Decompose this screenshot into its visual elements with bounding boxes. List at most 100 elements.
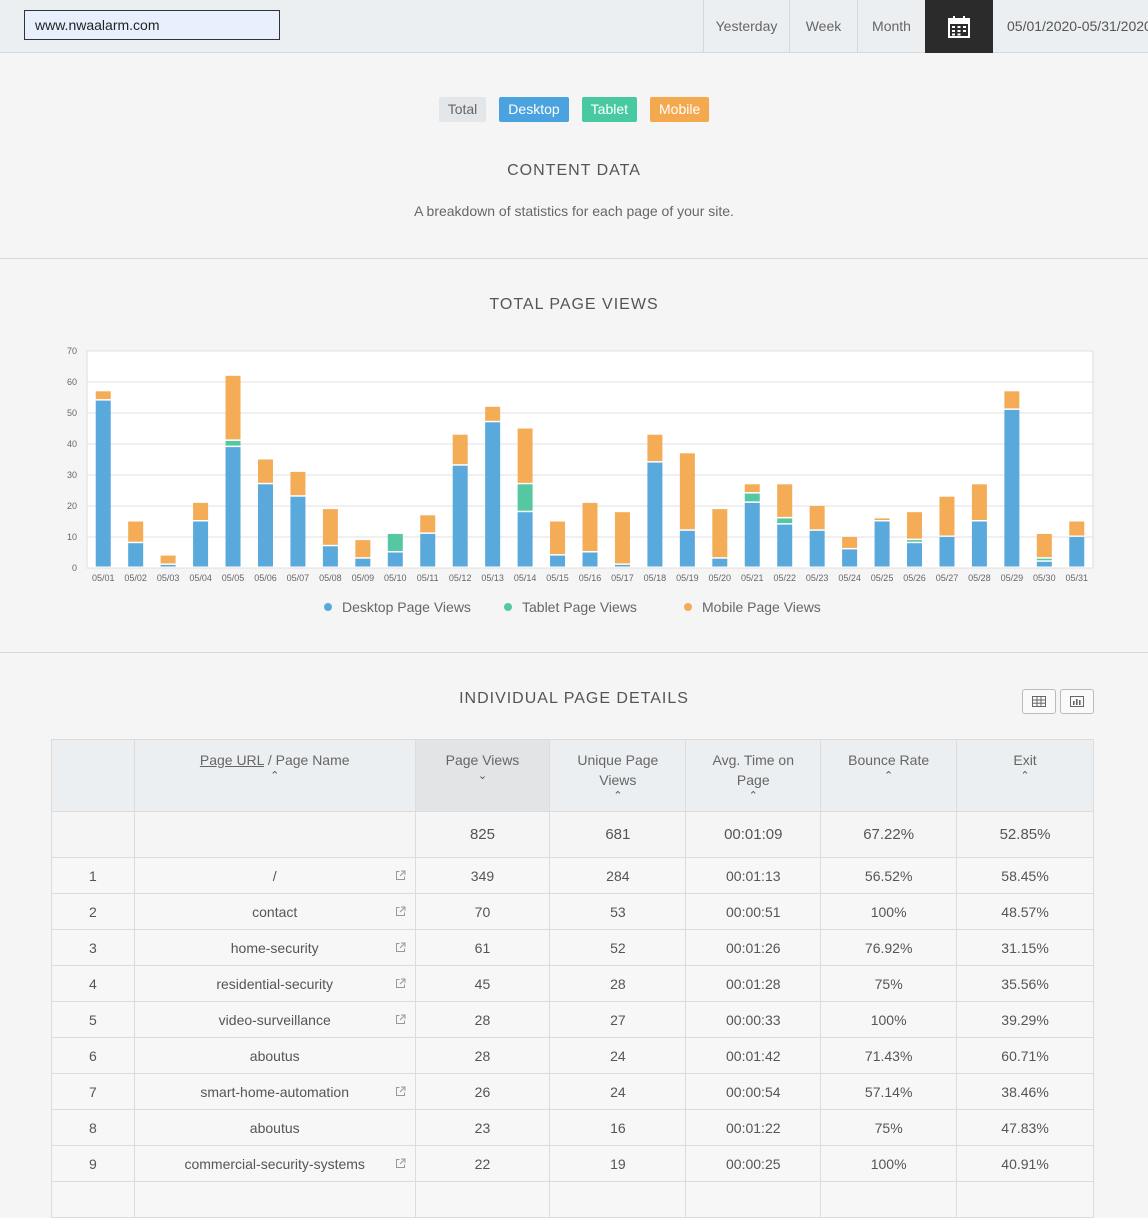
row-unique-views: 27 [549, 1001, 687, 1038]
filter-total-button[interactable]: Total [438, 97, 487, 122]
row-page-url[interactable]: aboutus [133, 1037, 416, 1074]
sort-up-icon[interactable]: ⌃ [884, 770, 894, 782]
chart-view-button[interactable] [1060, 689, 1094, 714]
bar-segment [517, 428, 533, 483]
row-exit: 39.29% [956, 1001, 1094, 1038]
chart-section: TOTAL PAGE VIEWS 0 10 20 30 40 50 60 70 05/01 05/… [0, 259, 1148, 653]
row-rank: 2 [51, 893, 135, 930]
table-row[interactable]: 4 residential-security 45 28 00:01:28 75% 35.5… [51, 965, 1094, 1002]
x-tick-label: 05/06 [254, 573, 277, 583]
row-page-url[interactable]: aboutus [133, 1109, 416, 1146]
table-row[interactable]: 8 aboutus 23 16 00:01:22 75% 47.83% [51, 1109, 1094, 1146]
legend-dot [324, 603, 332, 611]
chart-title: TOTAL PAGE VIEWS [489, 296, 659, 313]
sort-up-icon[interactable]: ⌃ [748, 790, 758, 802]
bar-segment [1036, 558, 1052, 561]
totals-unique: 681 [549, 811, 687, 858]
row-page-url[interactable]: video-surveillance [133, 1001, 416, 1038]
x-tick-label: 05/25 [871, 573, 894, 583]
external-link-icon[interactable] [395, 870, 406, 881]
row-exit: 48.57% [956, 893, 1094, 930]
col-label: Unique Page Views [577, 752, 659, 788]
col-avg-time[interactable]: Avg. Time on Page ⌃ [685, 739, 822, 812]
row-rank [51, 1181, 135, 1218]
site-url-input[interactable] [24, 10, 280, 40]
page-name[interactable]: home-security [230, 939, 319, 956]
external-link-icon[interactable] [395, 942, 406, 953]
sort-up-icon[interactable]: ⌃ [270, 770, 280, 782]
col-bounce-rate[interactable]: Bounce Rate ⌃ [820, 739, 958, 812]
page-name[interactable]: aboutus [249, 1119, 300, 1136]
table-row[interactable]: 6 aboutus 28 24 00:01:42 71.43% 60.71% [51, 1037, 1094, 1074]
x-tick-label: 05/12 [449, 573, 472, 583]
bar-segment [1069, 537, 1085, 567]
row-page-url[interactable]: commercial-security-systems [133, 1145, 416, 1182]
bar-segment [550, 555, 566, 567]
row-page-url[interactable]: smart-home-automation [133, 1073, 416, 1110]
calendar-button[interactable] [925, 0, 993, 53]
external-link-icon[interactable] [395, 1014, 406, 1025]
bar-segment [160, 555, 176, 564]
page-name[interactable]: commercial-security-systems [184, 1155, 365, 1172]
sort-down-icon[interactable]: ⌄ [477, 770, 488, 782]
range-week-button[interactable]: Week [789, 0, 857, 52]
external-link-icon[interactable] [395, 978, 406, 989]
bar-segment [874, 518, 890, 520]
x-tick-label: 05/13 [481, 573, 504, 583]
bar-segment [679, 530, 695, 567]
legend-item-mobile[interactable]: Mobile Page Views [684, 599, 821, 615]
page-name[interactable]: video-surveillance [218, 1011, 331, 1028]
col-exit[interactable]: Exit ⌃ [956, 739, 1094, 812]
external-link-icon[interactable] [395, 906, 406, 917]
bar-segment [452, 465, 468, 567]
external-link-icon[interactable] [395, 1086, 406, 1097]
row-exit: 31.15% [956, 929, 1094, 966]
filter-tablet-button[interactable]: Tablet [581, 97, 638, 122]
legend-item-tablet[interactable]: Tablet Page Views [504, 599, 637, 615]
row-page-url[interactable]: / [133, 857, 416, 894]
x-tick-label: 05/04 [189, 573, 212, 583]
page-url-link[interactable]: Page URL [199, 752, 264, 768]
page-name[interactable]: aboutus [249, 1047, 300, 1064]
row-unique-views: 24 [549, 1073, 687, 1110]
x-tick-label: 05/28 [968, 573, 991, 583]
row-unique-views [549, 1181, 687, 1218]
range-month-button[interactable]: Month [857, 0, 925, 52]
table-row[interactable]: 1 / 349 284 00:01:13 56.52% 58.45% [51, 857, 1094, 894]
row-page-url[interactable]: residential-security [133, 965, 416, 1002]
sort-up-icon[interactable]: ⌃ [1020, 770, 1030, 782]
bar-segment [322, 509, 338, 545]
bar-segment [907, 540, 923, 542]
y-tick-label: 20 [67, 501, 77, 511]
totals-exit: 52.85% [956, 811, 1094, 858]
page-name[interactable]: / [272, 867, 277, 884]
row-page-views: 61 [414, 929, 551, 966]
bar-segment [712, 558, 728, 567]
table-row[interactable]: 9 commercial-security-systems 22 19 00:00:25… [51, 1145, 1094, 1182]
page-name[interactable]: contact [252, 903, 298, 920]
page-name[interactable]: smart-home-automation [200, 1083, 350, 1100]
row-page-url[interactable]: contact [133, 893, 416, 930]
col-label: Avg. Time on Page [712, 752, 794, 788]
range-yesterday-button[interactable]: Yesterday [703, 0, 789, 52]
date-range-label[interactable]: 05/01/2020-05/31/2020 [1007, 18, 1148, 34]
external-link-icon[interactable] [395, 1158, 406, 1169]
table-row[interactable]: 3 home-security 61 52 00:01:26 76.92% 31.15% [51, 929, 1094, 966]
row-page-url[interactable]: home-security [133, 929, 416, 966]
x-tick-label: 05/10 [384, 573, 407, 583]
col-unique-views[interactable]: Unique Page Views ⌃ [549, 739, 687, 812]
bar-segment [744, 502, 760, 567]
sort-up-icon[interactable]: ⌃ [613, 790, 623, 802]
col-page-views[interactable]: Page Views ⌄ [414, 739, 551, 812]
page-name[interactable]: residential-security [216, 975, 334, 992]
row-page-views: 23 [414, 1109, 551, 1146]
filter-mobile-button[interactable]: Mobile [650, 97, 710, 122]
col-page-url[interactable]: Page URL / Page Name ⌃ [133, 739, 416, 812]
filter-desktop-button[interactable]: Desktop [499, 97, 569, 122]
table-row[interactable]: 7 smart-home-automation 26 24 00:00:54 57.14%… [51, 1073, 1094, 1110]
table-row[interactable]: 5 video-surveillance 28 27 00:00:33 100% 39.29… [51, 1001, 1094, 1038]
table-view-button[interactable] [1022, 689, 1056, 714]
table-row[interactable] [51, 1181, 1094, 1218]
table-row[interactable]: 2 contact 70 53 00:00:51 100% 48.57% [51, 893, 1094, 930]
legend-item-desktop[interactable]: Desktop Page Views [324, 599, 471, 615]
